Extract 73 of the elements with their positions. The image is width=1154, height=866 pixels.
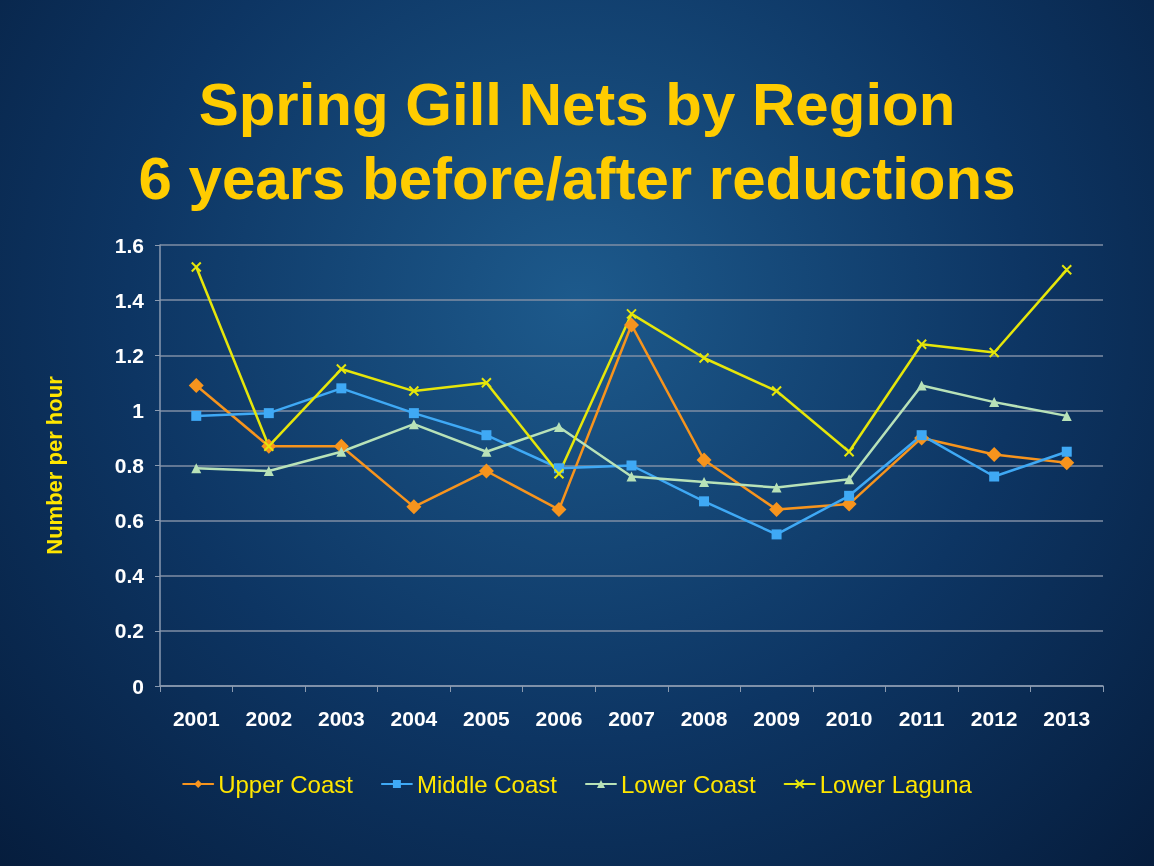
legend-label: Middle Coast [416, 770, 558, 798]
x-tick-label: 2009 [753, 707, 800, 730]
point [989, 471, 1000, 482]
point [626, 308, 637, 320]
x-tick-label: 2011 [898, 707, 945, 730]
x-tick-label: 2006 [535, 707, 583, 730]
point [553, 468, 565, 480]
y-axis-title: Number per hour [41, 375, 67, 555]
point [408, 408, 419, 419]
point [626, 471, 637, 482]
point [771, 385, 783, 397]
x-tick-label: 2005 [463, 707, 511, 730]
y-tick-label: 0.8 [114, 454, 145, 477]
point [989, 397, 1000, 408]
x-tick-label: 2012 [970, 707, 1018, 730]
point [1061, 446, 1072, 457]
y-tick-label: 1 [132, 398, 145, 422]
point [1059, 455, 1075, 471]
point [191, 410, 202, 421]
point [478, 463, 494, 479]
point [408, 419, 419, 430]
x-tick-label: 2013 [1043, 707, 1091, 730]
point [406, 499, 422, 515]
point [696, 452, 712, 468]
point [771, 529, 782, 540]
point [1061, 264, 1073, 276]
point [553, 421, 564, 432]
y-tick-label: 1.6 [114, 233, 144, 257]
point [916, 380, 927, 391]
x-tick-label: 2007 [608, 707, 655, 730]
point [408, 385, 420, 397]
point [336, 446, 347, 457]
point [699, 477, 710, 488]
x-tick-label: 2003 [317, 707, 365, 730]
y-tick-label: 0.6 [114, 509, 144, 533]
point [190, 261, 202, 273]
point [480, 377, 492, 389]
y-tick-label: 1.4 [114, 288, 145, 312]
x-tick-label: 2010 [825, 707, 873, 730]
point [188, 378, 204, 394]
point [699, 496, 710, 507]
legend-label: Lower Coast [620, 770, 757, 798]
point [988, 346, 1000, 358]
point [191, 463, 202, 474]
point [481, 430, 492, 441]
point [335, 363, 347, 375]
point [626, 460, 637, 471]
point [769, 502, 785, 518]
point [263, 408, 274, 419]
point [771, 482, 782, 493]
x-tick-label: 2008 [680, 707, 728, 730]
y-tick-label: 0.4 [114, 564, 145, 588]
point [698, 352, 710, 364]
x-tick-label: 2002 [245, 707, 293, 730]
y-tick-label: 0 [132, 674, 144, 698]
point [843, 446, 855, 458]
point [624, 317, 639, 333]
point [986, 446, 1002, 462]
point [844, 474, 855, 485]
legend-label: Upper Coast [218, 770, 354, 798]
chart-title: Spring Gill Nets by Region 6 years before/after reductions [138, 70, 1016, 212]
point [263, 466, 274, 477]
point [551, 502, 567, 518]
legend-label: Lower Laguna [819, 770, 973, 798]
x-tick-label: 2004 [390, 707, 438, 730]
point [1061, 410, 1072, 421]
y-tick-label: 0.2 [114, 619, 144, 643]
point [844, 490, 855, 501]
point [336, 383, 347, 394]
y-tick-label: 1.2 [114, 343, 144, 367]
point [916, 338, 928, 350]
point [481, 446, 492, 457]
x-tick-label: 2001 [172, 707, 220, 730]
